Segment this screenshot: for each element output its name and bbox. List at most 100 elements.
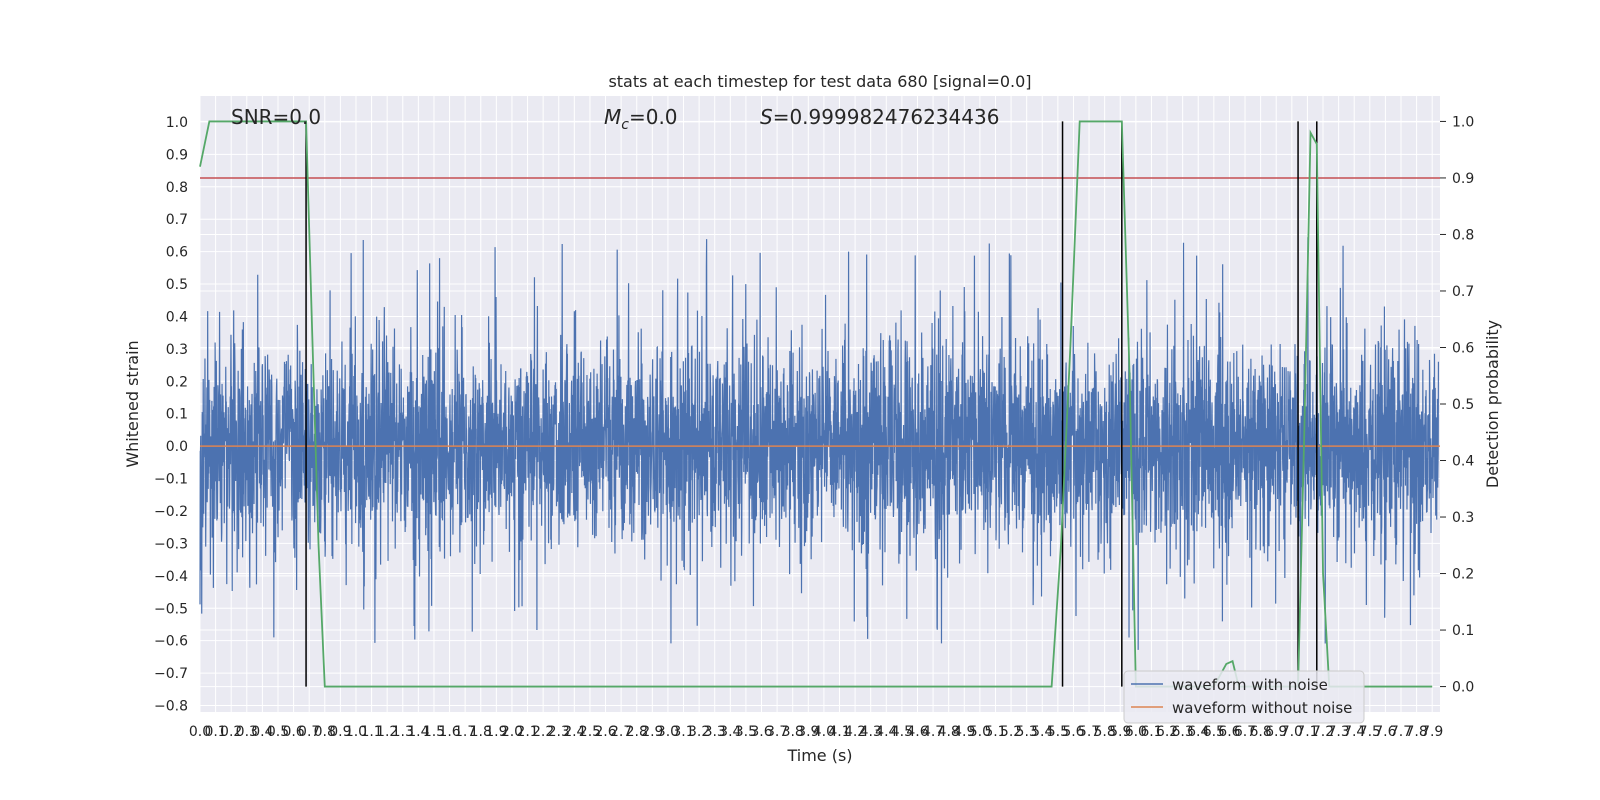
x-tick-label: 1.5 bbox=[423, 724, 445, 740]
x-tick-label: 7.0 bbox=[1281, 724, 1303, 740]
x-tick-label: 3.8 bbox=[782, 724, 804, 740]
x-tick-label: 4.1 bbox=[828, 724, 850, 740]
x-tick-label: 3.6 bbox=[750, 724, 772, 740]
y-axis-label-right: Detection probability bbox=[1483, 320, 1502, 488]
y-tick-label-right: 0.9 bbox=[1452, 171, 1474, 187]
axis-ticks: 0.00.10.20.30.40.50.60.70.80.91.01.11.21… bbox=[154, 114, 1474, 740]
vertical-markers bbox=[305, 121, 1318, 687]
y-tick-label-left: 0.8 bbox=[166, 180, 188, 196]
y-tick-label-left: 0.6 bbox=[166, 245, 188, 261]
x-tick-label: 1.1 bbox=[360, 724, 382, 740]
legend-label-noise: waveform with noise bbox=[1172, 676, 1328, 694]
x-tick-label: 1.2 bbox=[376, 724, 398, 740]
x-tick-label: 0.4 bbox=[251, 724, 273, 740]
x-tick-label: 6.4 bbox=[1187, 724, 1209, 740]
y-tick-label-left: −0.8 bbox=[154, 699, 188, 715]
y-tick-label-right: 0.8 bbox=[1452, 227, 1474, 243]
mc-subscript: c bbox=[621, 117, 629, 133]
x-tick-label: 2.0 bbox=[501, 724, 523, 740]
x-tick-label: 5.0 bbox=[969, 724, 991, 740]
x-tick-label: 2.3 bbox=[548, 724, 570, 740]
x-tick-label: 2.1 bbox=[516, 724, 538, 740]
x-tick-label: 1.4 bbox=[407, 724, 429, 740]
x-tick-label: 1.3 bbox=[392, 724, 414, 740]
x-tick-label: 7.6 bbox=[1374, 724, 1396, 740]
x-tick-label: 1.6 bbox=[438, 724, 460, 740]
y-tick-label-right: 0.1 bbox=[1452, 623, 1474, 639]
y-tick-label-right: 0.5 bbox=[1452, 397, 1474, 413]
y-tick-label-right: 0.6 bbox=[1452, 340, 1474, 356]
x-tick-label: 7.2 bbox=[1312, 724, 1334, 740]
x-tick-label: 3.7 bbox=[766, 724, 788, 740]
y-tick-label-left: 0.5 bbox=[166, 277, 188, 293]
y-tick-label-left: −0.6 bbox=[154, 634, 188, 650]
x-tick-label: 7.4 bbox=[1343, 724, 1365, 740]
y-tick-label-left: −0.1 bbox=[154, 472, 188, 488]
x-tick-label: 1.0 bbox=[345, 724, 367, 740]
x-tick-label: 2.9 bbox=[641, 724, 663, 740]
x-tick-label: 7.8 bbox=[1405, 724, 1427, 740]
detection-probability-line bbox=[199, 120, 1433, 688]
x-tick-label: 4.0 bbox=[813, 724, 835, 740]
x-tick-label: 3.2 bbox=[688, 724, 710, 740]
x-tick-label: 5.5 bbox=[1047, 724, 1069, 740]
x-tick-label: 1.9 bbox=[485, 724, 507, 740]
x-tick-label: 4.3 bbox=[860, 724, 882, 740]
x-tick-label: 0.9 bbox=[329, 724, 351, 740]
x-tick-label: 4.8 bbox=[938, 724, 960, 740]
x-tick-label: 4.5 bbox=[891, 724, 913, 740]
x-tick-label: 3.5 bbox=[735, 724, 757, 740]
y-tick-label-left: 0.1 bbox=[166, 407, 188, 423]
s-value: =0.999982476234436 bbox=[773, 105, 1000, 129]
x-tick-label: 5.9 bbox=[1109, 724, 1131, 740]
x-tick-label: 2.2 bbox=[532, 724, 554, 740]
y-tick-label-left: −0.2 bbox=[154, 504, 188, 520]
x-tick-label: 6.1 bbox=[1140, 724, 1162, 740]
mc-value: =0.0 bbox=[629, 105, 678, 129]
s-symbol: S bbox=[760, 105, 773, 129]
x-tick-label: 6.7 bbox=[1234, 724, 1256, 740]
x-tick-label: 1.7 bbox=[454, 724, 476, 740]
x-tick-label: 3.3 bbox=[704, 724, 726, 740]
y-tick-label-left: −0.4 bbox=[154, 569, 188, 585]
legend: waveform with noise waveform without noi… bbox=[1123, 670, 1365, 724]
y-tick-label-left: 0.7 bbox=[166, 212, 188, 228]
y-tick-label-left: 1.0 bbox=[166, 115, 188, 131]
x-tick-label: 6.9 bbox=[1265, 724, 1287, 740]
x-tick-label: 3.9 bbox=[797, 724, 819, 740]
x-tick-label: 5.6 bbox=[1062, 724, 1084, 740]
legend-box bbox=[1123, 670, 1365, 724]
y-tick-label-left: 0.0 bbox=[166, 439, 188, 455]
y-tick-label-left: 0.2 bbox=[166, 374, 188, 390]
x-tick-label: 2.7 bbox=[610, 724, 632, 740]
x-tick-label: 5.7 bbox=[1078, 724, 1100, 740]
x-tick-label: 5.8 bbox=[1094, 724, 1116, 740]
y-tick-label-right: 0.2 bbox=[1452, 567, 1474, 583]
x-tick-label: 0.7 bbox=[298, 724, 320, 740]
x-tick-label: 4.9 bbox=[953, 724, 975, 740]
y-tick-label-left: −0.3 bbox=[154, 536, 188, 552]
x-tick-label: 6.2 bbox=[1156, 724, 1178, 740]
legend-label-clean: waveform without noise bbox=[1172, 699, 1352, 717]
x-tick-label: 6.6 bbox=[1218, 724, 1240, 740]
y-tick-label-right: 0.7 bbox=[1452, 284, 1474, 300]
detection-probability-series bbox=[199, 120, 1433, 688]
y-tick-label-right: 1.0 bbox=[1452, 114, 1474, 130]
y-tick-label-left: 0.4 bbox=[166, 309, 188, 325]
x-tick-label: 2.5 bbox=[579, 724, 601, 740]
chart-title: stats at each timestep for test data 680… bbox=[608, 72, 1031, 91]
x-tick-label: 3.1 bbox=[672, 724, 694, 740]
x-tick-label: 5.3 bbox=[1016, 724, 1038, 740]
x-tick-label: 7.9 bbox=[1421, 724, 1443, 740]
x-tick-label: 1.8 bbox=[470, 724, 492, 740]
x-tick-label: 5.4 bbox=[1031, 724, 1053, 740]
x-tick-label: 6.5 bbox=[1203, 724, 1225, 740]
y-axis-label-left: Whitened strain bbox=[123, 340, 142, 467]
x-tick-label: 5.2 bbox=[1000, 724, 1022, 740]
x-tick-label: 2.4 bbox=[563, 724, 585, 740]
y-tick-label-right: 0.0 bbox=[1452, 680, 1474, 696]
y-tick-label-left: −0.7 bbox=[154, 666, 188, 682]
waveform-with-noise-line bbox=[199, 237, 1440, 650]
y-tick-label-left: 0.3 bbox=[166, 342, 188, 358]
